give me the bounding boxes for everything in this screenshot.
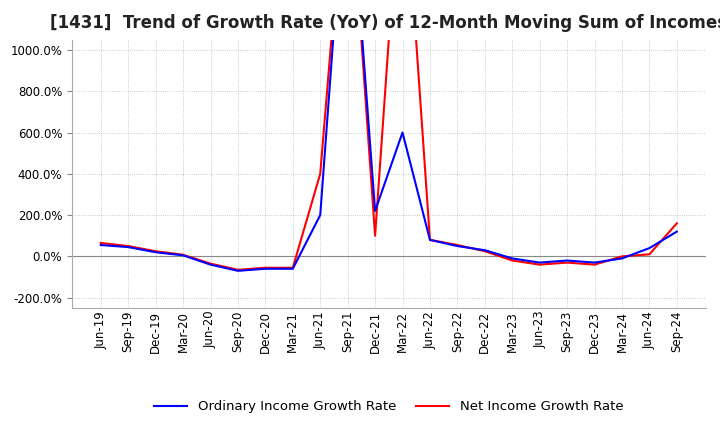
Title: [1431]  Trend of Growth Rate (YoY) of 12-Month Moving Sum of Incomes: [1431] Trend of Growth Rate (YoY) of 12-… xyxy=(50,15,720,33)
Ordinary Income Growth Rate xyxy=(261,266,270,271)
Ordinary Income Growth Rate xyxy=(672,229,681,234)
Ordinary Income Growth Rate xyxy=(371,208,379,213)
Ordinary Income Growth Rate xyxy=(151,249,160,255)
Net Income Growth Rate xyxy=(96,240,105,246)
Net Income Growth Rate xyxy=(179,252,187,257)
Net Income Growth Rate xyxy=(316,171,325,176)
Net Income Growth Rate xyxy=(672,221,681,226)
Ordinary Income Growth Rate xyxy=(645,246,654,251)
Ordinary Income Growth Rate xyxy=(508,256,516,261)
Ordinary Income Growth Rate xyxy=(480,248,489,253)
Net Income Growth Rate xyxy=(206,261,215,266)
Net Income Growth Rate xyxy=(371,233,379,238)
Line: Net Income Growth Rate: Net Income Growth Rate xyxy=(101,0,677,270)
Ordinary Income Growth Rate xyxy=(124,245,132,250)
Ordinary Income Growth Rate xyxy=(590,260,599,265)
Legend: Ordinary Income Growth Rate, Net Income Growth Rate: Ordinary Income Growth Rate, Net Income … xyxy=(149,395,629,419)
Net Income Growth Rate xyxy=(426,237,434,242)
Net Income Growth Rate xyxy=(124,243,132,249)
Ordinary Income Growth Rate xyxy=(618,256,626,261)
Ordinary Income Growth Rate xyxy=(233,268,242,274)
Net Income Growth Rate xyxy=(508,258,516,263)
Net Income Growth Rate xyxy=(590,262,599,267)
Ordinary Income Growth Rate xyxy=(179,253,187,258)
Net Income Growth Rate xyxy=(233,267,242,272)
Ordinary Income Growth Rate xyxy=(289,266,297,271)
Net Income Growth Rate xyxy=(536,262,544,267)
Net Income Growth Rate xyxy=(480,249,489,254)
Ordinary Income Growth Rate xyxy=(536,260,544,265)
Ordinary Income Growth Rate xyxy=(206,262,215,267)
Net Income Growth Rate xyxy=(261,265,270,270)
Ordinary Income Growth Rate xyxy=(563,258,572,263)
Ordinary Income Growth Rate xyxy=(96,242,105,248)
Net Income Growth Rate xyxy=(453,242,462,248)
Net Income Growth Rate xyxy=(289,265,297,270)
Net Income Growth Rate xyxy=(563,260,572,265)
Line: Ordinary Income Growth Rate: Ordinary Income Growth Rate xyxy=(101,0,677,271)
Net Income Growth Rate xyxy=(645,252,654,257)
Net Income Growth Rate xyxy=(151,249,160,254)
Net Income Growth Rate xyxy=(618,254,626,259)
Ordinary Income Growth Rate xyxy=(398,130,407,135)
Ordinary Income Growth Rate xyxy=(453,243,462,249)
Ordinary Income Growth Rate xyxy=(316,213,325,218)
Ordinary Income Growth Rate xyxy=(426,237,434,242)
